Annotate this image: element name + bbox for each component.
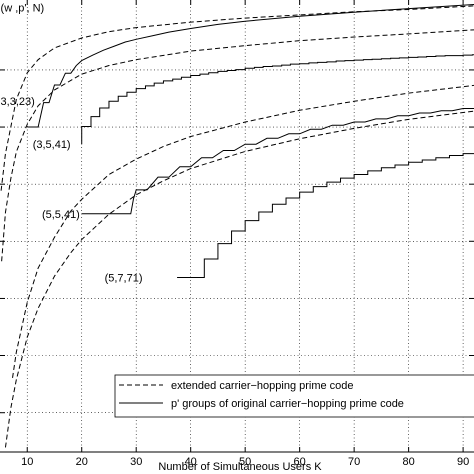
curve-label-4: (5,5,41) xyxy=(42,209,80,221)
x-tick-label: 90 xyxy=(457,456,469,468)
x-tick-label: 80 xyxy=(402,456,414,468)
legend-label-dashed: extended carrier−hopping prime code xyxy=(171,380,354,392)
x-tick-label: 60 xyxy=(294,456,306,468)
solid-series-line-8 xyxy=(177,153,474,279)
solid-series-line-7 xyxy=(81,107,474,215)
x-tick-label: 70 xyxy=(348,456,360,468)
curve-label-1: (w ,p', N) xyxy=(1,3,45,15)
legend-box xyxy=(114,374,474,418)
dashed-series-line-1 xyxy=(0,5,474,191)
curve-label-3: (3,5,41) xyxy=(33,139,71,151)
solid-series-line-6 xyxy=(81,54,474,145)
series-group xyxy=(0,4,474,448)
dashed-series-line-4 xyxy=(4,110,474,448)
legend-label-solid: p' groups of original carrier−hopping pr… xyxy=(171,398,404,410)
solid-series-line-5 xyxy=(27,4,474,128)
dashed-series-line-2 xyxy=(1,29,474,262)
curve-label-5: (5,7,71) xyxy=(105,273,143,285)
x-tick-label: 20 xyxy=(76,456,88,468)
legend: extended carrier−hopping prime code p' gr… xyxy=(114,374,474,418)
annotations: (w ,p', N) 3,3,23) (3,5,41) (5,5,41) (5,7,71… xyxy=(1,3,143,285)
x-tick-label: 30 xyxy=(130,456,142,468)
x-tick-label: 50 xyxy=(239,456,251,468)
x-axis-title: Number of Simultaneous Users K xyxy=(158,461,322,473)
x-tick-label: 10 xyxy=(21,456,33,468)
curve-label-2: 3,3,23) xyxy=(1,96,35,108)
x-tick-label: 40 xyxy=(185,456,197,468)
